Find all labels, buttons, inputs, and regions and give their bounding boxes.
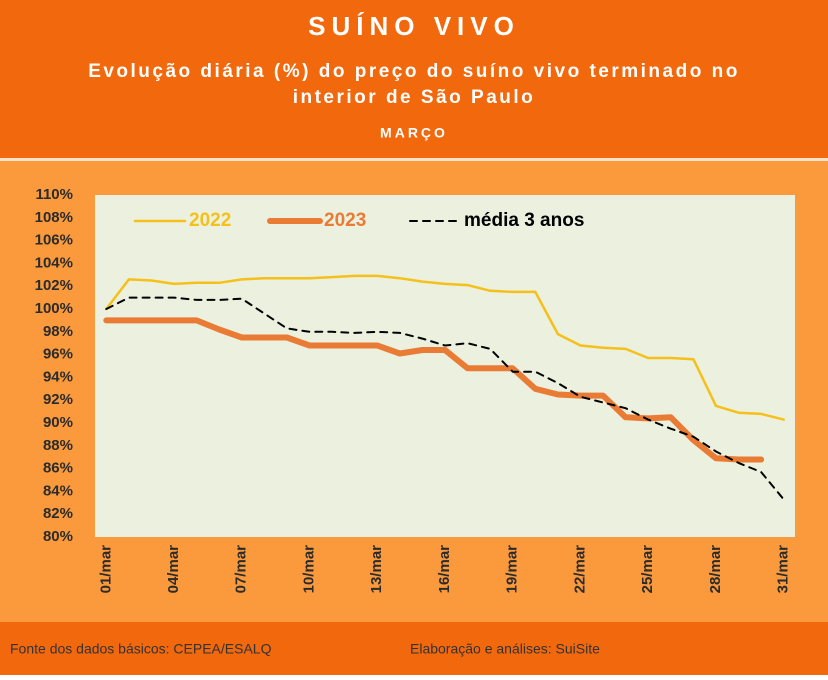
y-tick-label: 92% (43, 391, 73, 408)
x-tick-label: 22/mar (571, 545, 588, 594)
y-tick-label: 94% (43, 368, 73, 385)
y-tick-label: 110% (35, 186, 73, 203)
series-line (103, 317, 765, 463)
x-tick-label: 25/mar (639, 545, 656, 594)
y-tick-label: 108% (35, 209, 73, 226)
x-tick-label: 16/mar (436, 545, 453, 594)
header-divider (0, 158, 828, 161)
x-tick-label: 31/mar (775, 545, 792, 594)
y-tick-label: 102% (35, 277, 73, 294)
footer-band (0, 622, 828, 675)
legend-label: 2022 (189, 210, 231, 231)
y-tick-label: 96% (43, 346, 73, 363)
y-tick-label: 90% (43, 414, 73, 431)
legend-label: 2023 (324, 210, 366, 231)
chart-subtitle: Evolução diária (%) do preço do suíno vi… (88, 61, 740, 82)
x-tick-label: 07/mar (233, 545, 250, 594)
plot-area (95, 195, 795, 537)
x-tick-label: 13/mar (368, 545, 385, 594)
chart-subtitle: interior de São Paulo (293, 87, 536, 108)
source-note: Fonte dos dados básicos: CEPEA/ESALQ (10, 641, 272, 657)
legend-label: média 3 anos (464, 210, 584, 231)
x-tick-label: 04/mar (165, 545, 182, 594)
y-tick-label: 82% (43, 505, 73, 522)
credit-note: Elaboração e análises: SuiSite (410, 641, 600, 657)
y-tick-label: 80% (43, 528, 73, 545)
period-label: MARÇO (380, 125, 448, 141)
y-tick-label: 104% (35, 254, 73, 271)
y-tick-label: 106% (35, 232, 73, 249)
y-tick-label: 84% (43, 482, 73, 499)
y-tick-label: 98% (43, 323, 73, 340)
x-tick-label: 19/mar (504, 545, 521, 594)
x-tick-label: 28/mar (707, 545, 724, 594)
y-tick-label: 86% (43, 460, 73, 477)
series-line (105, 274, 785, 421)
y-tick-label: 88% (43, 437, 73, 454)
series-line (105, 296, 785, 501)
y-tick-label: 100% (35, 300, 73, 317)
chart-title: SUÍNO VIVO (308, 11, 520, 41)
x-tick-label: 01/mar (97, 545, 114, 594)
header-band (0, 0, 828, 158)
x-tick-label: 10/mar (300, 545, 317, 594)
